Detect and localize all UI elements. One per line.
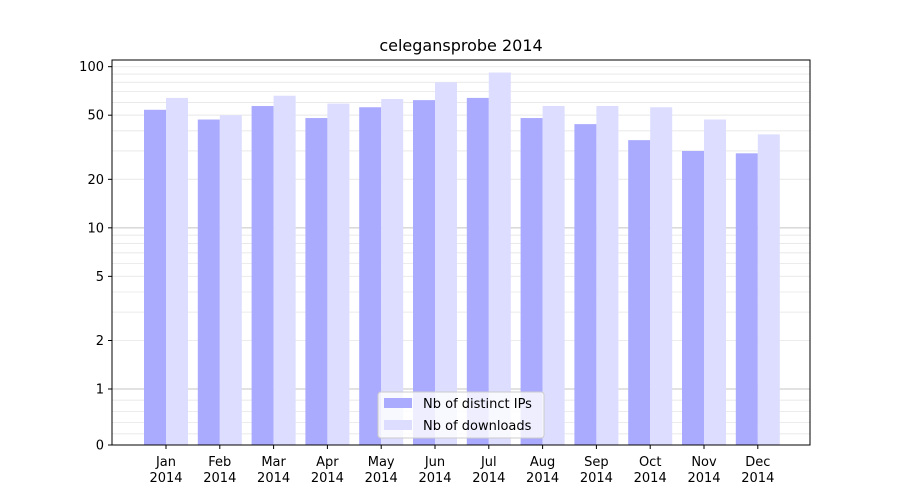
- bar-downloads: [166, 97, 188, 446]
- x-tick-label-year: 2014: [472, 471, 505, 486]
- legend-box: [377, 391, 545, 439]
- legend-label-distinct-ips: Nb of distinct IPs: [423, 397, 532, 412]
- y-tick-label: 100: [79, 60, 104, 75]
- x-tick-label-month: Oct: [639, 455, 661, 470]
- bar-distinct-ips: [197, 119, 220, 445]
- bar-distinct-ips: [520, 118, 543, 445]
- x-tick-label-year: 2014: [526, 471, 559, 486]
- y-tick-label: 10: [87, 221, 104, 236]
- x-tick-label-year: 2014: [203, 471, 236, 486]
- x-tick-label-year: 2014: [257, 471, 290, 486]
- x-tick-label-month: Aug: [530, 455, 555, 470]
- bar-downloads: [273, 95, 296, 445]
- x-tick-label-year: 2014: [418, 471, 451, 486]
- x-tick-label-year: 2014: [687, 471, 720, 486]
- x-tick-label-month: Nov: [691, 455, 717, 470]
- x-tick-label-year: 2014: [634, 471, 667, 486]
- legend-swatch-downloads: [384, 420, 412, 430]
- bar-distinct-ips: [466, 97, 489, 446]
- bar-distinct-ips: [251, 106, 274, 446]
- bar-distinct-ips: [628, 140, 651, 445]
- bar-distinct-ips: [413, 100, 435, 445]
- x-tick-label-month: Jul: [480, 455, 497, 470]
- x-tick-label-month: May: [368, 455, 395, 470]
- x-axis: Jan2014Feb2014Mar2014Apr2014May2014Jun20…: [149, 445, 774, 486]
- bar-distinct-ips: [682, 150, 704, 445]
- bar-downloads: [327, 103, 350, 445]
- legend-swatch-distinct-ips: [384, 398, 412, 408]
- bar-downloads: [650, 107, 673, 445]
- x-tick-label-year: 2014: [311, 471, 344, 486]
- y-tick-label: 0: [96, 439, 104, 454]
- x-tick-label-month: Feb: [208, 455, 231, 470]
- bar-downloads: [757, 134, 780, 445]
- x-tick-label-month: Mar: [261, 455, 286, 470]
- x-tick-label-month: Jan: [155, 455, 176, 470]
- x-tick-label-month: Jun: [424, 455, 445, 470]
- bar-distinct-ips: [359, 107, 382, 445]
- y-tick-label: 1: [96, 383, 104, 398]
- bar-distinct-ips: [305, 118, 328, 445]
- bar-distinct-ips: [735, 153, 758, 445]
- x-tick-label-year: 2014: [580, 471, 613, 486]
- x-tick-label-year: 2014: [149, 471, 182, 486]
- bar-distinct-ips: [574, 124, 597, 446]
- y-tick-label: 20: [87, 173, 104, 188]
- x-tick-label-year: 2014: [741, 471, 774, 486]
- x-tick-label-year: 2014: [365, 471, 398, 486]
- y-tick-label: 2: [96, 334, 104, 349]
- y-tick-label: 50: [87, 109, 104, 124]
- bar-downloads: [381, 99, 404, 446]
- legend: Nb of distinct IPs Nb of downloads: [377, 391, 545, 439]
- bar-downloads: [435, 82, 457, 445]
- bar-downloads: [488, 72, 511, 446]
- x-tick-label-month: Dec: [745, 455, 770, 470]
- bar-downloads: [704, 119, 726, 445]
- chart-title: celegansprobe 2014: [379, 36, 542, 55]
- bar-downloads: [596, 106, 619, 446]
- y-axis: 0 1 2 5 10 20 50 100: [79, 60, 112, 454]
- bar-downloads: [542, 106, 565, 446]
- x-tick-label-month: Apr: [316, 455, 339, 470]
- bar-downloads: [219, 115, 242, 446]
- y-tick-label: 5: [96, 270, 104, 285]
- bars: [144, 72, 780, 446]
- bar-distinct-ips: [144, 109, 166, 445]
- plot-frame: [111, 59, 811, 446]
- x-tick-label-month: Sep: [584, 455, 609, 470]
- legend-label-downloads: Nb of downloads: [423, 419, 532, 434]
